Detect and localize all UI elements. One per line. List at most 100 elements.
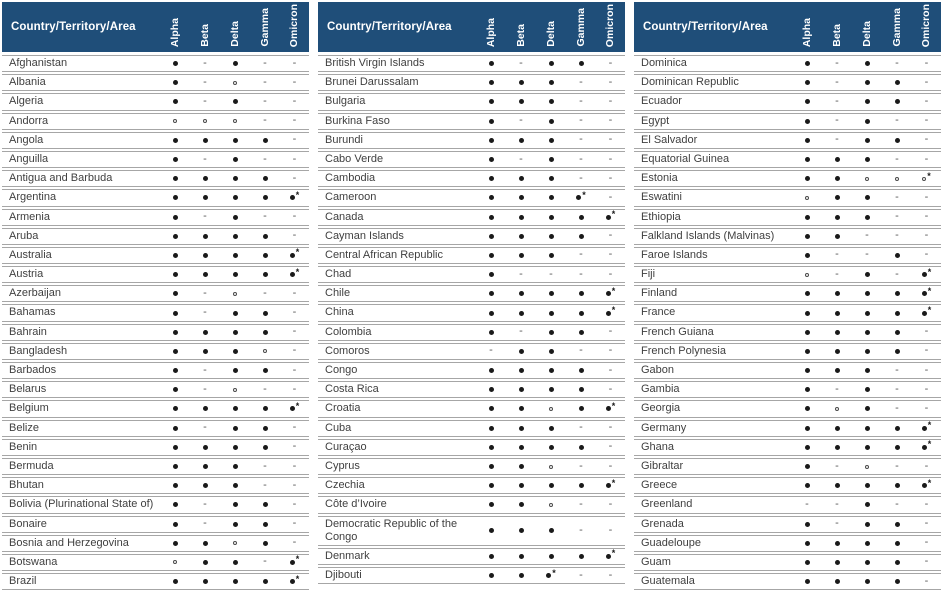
open-circle-icon <box>203 119 207 124</box>
filled-dot-icon <box>864 579 870 585</box>
country-name: Djibouti <box>325 569 362 582</box>
variant-mark-alpha <box>792 478 822 493</box>
open-circle-icon <box>549 406 553 411</box>
filled-dot-icon <box>289 272 295 278</box>
variant-mark-omicron: - <box>292 363 297 376</box>
filled-dot-icon <box>864 348 870 354</box>
variant-mark-beta <box>822 171 852 186</box>
variant-mark-omicron: - <box>924 363 929 376</box>
filled-dot-icon <box>172 176 178 182</box>
variant-mark-omicron: * <box>596 549 625 564</box>
variant-mark-gamma: - <box>895 190 899 203</box>
filled-dot-icon <box>894 137 900 143</box>
filled-dot-icon <box>548 310 554 316</box>
table-row: Ethiopia - - <box>634 208 941 226</box>
variant-mark-gamma <box>882 517 912 532</box>
variant-mark-delta <box>852 478 882 493</box>
country-name: Gambia <box>641 383 680 396</box>
country-name: Greenland <box>641 498 693 511</box>
variant-mark-delta <box>536 286 566 301</box>
table-row: Anguilla - - - <box>2 150 309 169</box>
filled-dot-icon <box>834 444 840 450</box>
variant-mark-gamma: - <box>579 497 583 510</box>
country-name: Greece <box>641 479 678 492</box>
filled-dot-icon <box>894 291 900 297</box>
filled-dot-icon <box>232 483 238 489</box>
variant-mark-delta <box>536 171 566 186</box>
country-name: Algeria <box>9 95 44 108</box>
filled-dot-icon <box>864 502 870 508</box>
filled-dot-icon <box>488 329 494 335</box>
filled-dot-icon <box>804 118 810 124</box>
variant-mark-gamma: - <box>263 114 267 127</box>
variant-mark-alpha <box>792 363 822 378</box>
variant-mark-delta: - <box>865 229 869 242</box>
variant-mark-gamma <box>882 421 912 436</box>
filled-dot-icon <box>232 310 238 316</box>
variant-mark-alpha <box>792 459 822 474</box>
variant-mark-beta <box>506 382 536 397</box>
table-row: Cayman Islands - <box>318 227 625 245</box>
filled-dot-icon <box>578 444 584 450</box>
country-name: Bahrain <box>9 325 47 338</box>
country-name: Denmark <box>325 549 370 562</box>
country-name: Czechia <box>325 479 365 492</box>
filled-dot-icon <box>262 368 268 374</box>
filled-dot-icon <box>578 233 584 239</box>
filled-dot-icon <box>202 540 208 546</box>
filled-dot-icon <box>232 348 238 354</box>
variant-mark-alpha <box>476 325 506 340</box>
table-row: Grenada - - <box>634 515 941 533</box>
filled-dot-icon <box>488 80 494 86</box>
open-circle-icon <box>835 406 839 411</box>
filled-dot-icon <box>804 329 810 335</box>
variant-mark-alpha <box>476 114 506 129</box>
variant-mark-delta <box>852 190 882 205</box>
column-header-delta: Delta <box>860 21 873 47</box>
variant-mark-gamma: - <box>579 421 583 434</box>
country-column-header: Country/Territory/Area <box>643 21 768 33</box>
column-header-gamma: Gamma <box>574 8 587 47</box>
filled-dot-icon <box>488 176 494 182</box>
filled-dot-icon <box>488 157 494 163</box>
variant-mark-gamma: - <box>579 523 583 536</box>
country-name: Equatorial Guinea <box>641 152 730 165</box>
table-row: Chad - - - - <box>318 266 625 284</box>
variant-mark-gamma: - <box>579 344 583 357</box>
open-circle-icon <box>922 176 927 181</box>
variant-mark-gamma: - <box>895 152 899 165</box>
variant-mark-alpha <box>476 305 506 320</box>
filled-dot-icon <box>804 444 810 450</box>
filled-dot-icon <box>172 387 178 393</box>
filled-dot-icon <box>804 540 810 546</box>
variant-mark-delta <box>220 171 250 186</box>
variant-mark-delta <box>220 363 250 378</box>
variant-mark-delta <box>536 549 566 564</box>
table-row: Azerbaijan - - - <box>2 285 309 303</box>
filled-dot-icon <box>202 329 208 335</box>
variant-mark-gamma <box>250 497 280 512</box>
filled-dot-icon <box>894 252 900 258</box>
variant-mark-gamma <box>250 421 280 436</box>
variant-mark-delta <box>220 152 250 167</box>
filled-dot-icon <box>488 252 494 258</box>
country-name: Aruba <box>9 229 39 242</box>
variant-mark-beta: - <box>203 56 207 69</box>
filled-dot-icon <box>262 310 268 316</box>
variant-mark-gamma <box>566 56 596 71</box>
variant-mark-omicron: - <box>608 363 613 376</box>
country-name: French Guiana <box>641 325 714 338</box>
filled-dot-icon <box>232 521 238 527</box>
variant-mark-beta: - <box>203 363 207 376</box>
country-name: Albania <box>9 76 46 89</box>
table-row: Egypt - - - <box>634 112 941 130</box>
variant-mark-beta <box>506 517 536 545</box>
column-header-delta: Delta <box>228 21 241 47</box>
variant-mark-alpha <box>160 114 190 129</box>
variant-mark-delta <box>220 344 250 359</box>
country-name: Georgia <box>641 402 681 415</box>
variant-mark-delta <box>220 517 250 532</box>
column-header-omicron: Omicron <box>604 3 617 47</box>
filled-dot-icon <box>202 483 208 489</box>
table-row: Bolivia (Plurinational State of) - - <box>2 496 309 514</box>
